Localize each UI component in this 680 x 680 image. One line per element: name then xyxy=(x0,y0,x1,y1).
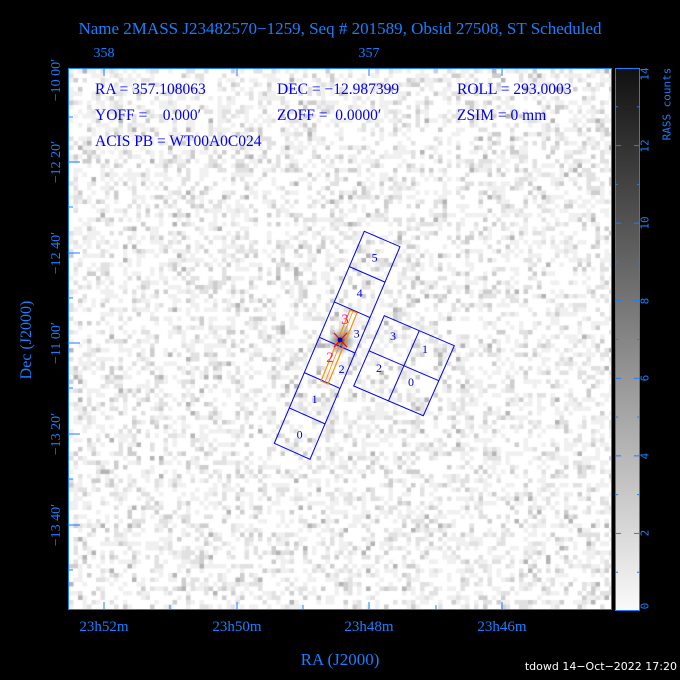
ra-readout: RA = 357.108063 xyxy=(95,81,206,98)
acis-s-chip-label: 2 xyxy=(339,362,345,376)
chip-divider xyxy=(304,372,341,389)
acis-s-chip-label: 4 xyxy=(357,286,363,300)
acis-i-chip-label: 2 xyxy=(376,361,382,375)
chip-divider xyxy=(349,266,386,283)
x-tick-label: 23h50m xyxy=(212,619,262,635)
chip-divider xyxy=(289,407,326,425)
chip-divider xyxy=(319,336,356,354)
slit-box xyxy=(320,309,358,385)
x-tick-label: 23h46m xyxy=(477,619,527,635)
yoff-readout: YOFF = 0.000′ xyxy=(95,107,202,124)
source-marker-label: 3 xyxy=(341,312,349,328)
x-tick-label: 23h48m xyxy=(344,619,394,635)
acis-s-chip-label: 3 xyxy=(354,327,360,341)
roll-readout: ROLL = 293.0003 xyxy=(457,81,572,98)
footer-stamp: tdowd 14−Oct−2022 17:20 xyxy=(524,660,677,673)
x-tick-label: 23h52m xyxy=(79,619,129,635)
top-tick-label: 357 xyxy=(358,46,380,61)
target-point xyxy=(337,337,343,343)
chip-divider xyxy=(334,301,371,319)
chip-divider xyxy=(368,350,439,382)
source-marker-label: 2 xyxy=(326,350,334,366)
acis-s-chip-label: 5 xyxy=(372,251,378,265)
top-tick-label: 358 xyxy=(93,46,115,61)
acis-s-chip-label: 0 xyxy=(297,428,303,442)
slit-centerline xyxy=(324,310,354,383)
acis-i-array xyxy=(353,315,455,417)
acis-s-chip-label: 1 xyxy=(312,392,318,406)
acis-i-chip-label: 1 xyxy=(422,342,428,356)
acis-i-chip-label: 0 xyxy=(408,375,414,389)
dec-readout: DEC = −12.987399 xyxy=(277,81,400,98)
plot-title: Name 2MASS J23482570−1259, Seq # 201589,… xyxy=(78,19,602,38)
zsim-readout: ZSIM = 0 mm xyxy=(457,107,547,124)
acis-pb-readout: ACIS PB = WT00A0C024 xyxy=(95,133,262,150)
x-axis-label: RA (J2000) xyxy=(300,650,380,669)
zoff-readout: ZOFF = 0.0000′ xyxy=(277,107,382,124)
acis-i-chip-label: 3 xyxy=(390,329,396,343)
